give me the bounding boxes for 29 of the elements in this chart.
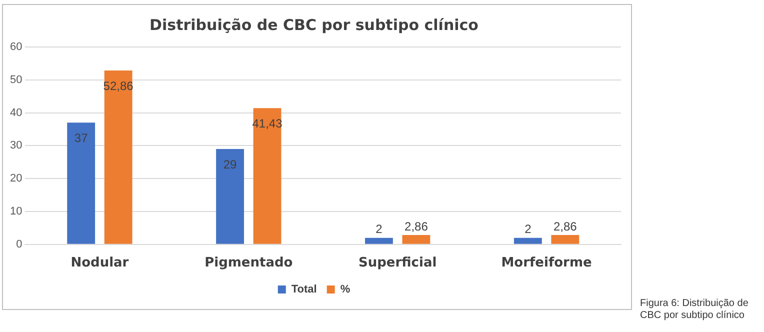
bar: [402, 234, 430, 244]
data-label: 2,86: [553, 219, 578, 234]
data-label: 2: [376, 222, 383, 236]
bar: [216, 148, 244, 244]
chart-title: Distribuição de CBC por subtipo clínico: [150, 16, 478, 34]
x-tick-label: Pigmentado: [204, 256, 293, 271]
bar: [67, 122, 96, 244]
data-label: 29: [223, 157, 238, 172]
bar: [514, 238, 542, 244]
y-tick-label: 40: [10, 106, 22, 119]
data-label: 37: [74, 130, 88, 145]
y-tick-label: 0: [16, 238, 22, 250]
legend-label: %: [340, 284, 350, 296]
y-tick-label: 60: [10, 41, 22, 54]
y-tick-label: 30: [10, 140, 22, 152]
y-tick-label: 10: [10, 206, 22, 218]
bar: [551, 234, 580, 244]
bar: [104, 70, 132, 244]
legend-label: Total: [291, 284, 317, 296]
bar: [253, 108, 282, 244]
x-tick-label: Nodular: [70, 256, 130, 271]
y-tick-label: 50: [10, 74, 22, 86]
data-label: 2: [524, 222, 532, 236]
y-tick-label: 20: [10, 172, 22, 185]
data-label: 2,86: [404, 219, 428, 234]
bar: [365, 238, 393, 244]
text: Figura 6: Distribuição de CBC por subtipo clínico: [640, 298, 750, 322]
x-tick-label: Morfeiforme: [501, 256, 592, 271]
x-tick-label: Superficial: [358, 256, 437, 271]
